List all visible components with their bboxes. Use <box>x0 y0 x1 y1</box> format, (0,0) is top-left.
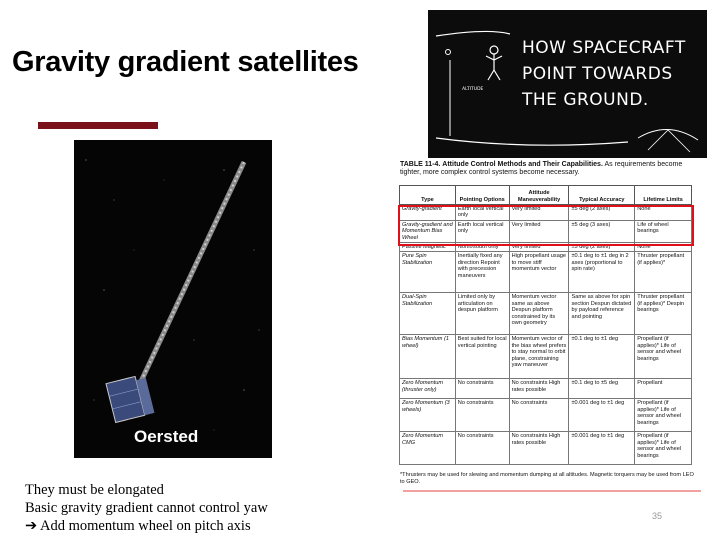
comic-line-1: HOW SPACECRAFT <box>522 38 686 58</box>
table-row: Zero Momentum CMG No constraints No cons… <box>399 431 692 466</box>
table-caption-rest: As requirements become tighter, more com… <box>400 161 683 176</box>
bullet-item: Basic gravity gradient cannot control ya… <box>25 500 268 516</box>
table-row: Passive Magnetic North/south only Very l… <box>399 242 692 253</box>
table-row: Pure Spin Stabilization Inertially fixed… <box>399 251 692 294</box>
table-cell: Zero Momentum (3 wheels) <box>399 398 456 433</box>
table-cell: Best suited for local vertical pointing <box>454 334 510 380</box>
table-cell: Zero Momentum CMG <box>399 431 456 466</box>
comic-drawing: ALTITUDE <box>435 30 699 153</box>
table-cell: No constraints <box>508 398 570 433</box>
bullet-list: They must be elongated Basic gravity gra… <box>25 481 268 535</box>
header-accuracy: Typical Accuracy <box>568 185 636 205</box>
table-cell: Propellant (if applies)* Life of sensor … <box>634 398 692 433</box>
table-cell: Earth local vertical only <box>454 219 510 244</box>
table-cell: ±0.001 deg to ±1 deg <box>568 431 636 466</box>
table-cell: No constraints <box>454 431 510 466</box>
comic-line-3: THE GROUND. <box>522 90 649 110</box>
table-cell: Momentum vector same as above Despun pla… <box>508 292 570 336</box>
table-cell: ±0.1 deg to ±5 deg <box>568 378 636 400</box>
xkcd-comic: ALTITUDE HOW SPACECRAFT POINT TOWARDS TH… <box>428 10 707 158</box>
table-cell: No constraints <box>454 378 510 400</box>
table-cell: Thruster propellant (if applies)* <box>634 251 692 294</box>
footer-divider <box>403 490 701 492</box>
table-footnote: *Thrusters may be used for slewing and m… <box>400 472 694 485</box>
table-row: Zero Momentum (thruster only) No constra… <box>399 378 692 400</box>
table-cell: ±0.001 deg to ±1 deg <box>568 398 636 433</box>
table-cell: Pure Spin Stabilization <box>399 251 456 294</box>
table-cell: Momentum vector of the bias wheel prefer… <box>508 334 570 380</box>
table-cell: Dual-Spin Stabilization <box>399 292 456 336</box>
table-cell: Limited only by articulation on despun p… <box>454 292 510 336</box>
header-type: Type <box>399 185 456 205</box>
table-cell: No constraints High rates possible <box>508 378 570 400</box>
satellite-illustration <box>85 159 260 431</box>
table-caption-bold: Attitude Control Methods and Their Capab… <box>442 161 603 168</box>
comic-altitude-label: ALTITUDE <box>462 86 484 92</box>
table-cell: High propellant usage to move stiff mome… <box>508 251 570 294</box>
table-row: Gravity-gradient Earth local vertical on… <box>399 204 692 221</box>
comic-line-2: POINT TOWARDS <box>522 64 673 84</box>
table-cell: ±0.1 deg to ±1 deg in 2 axes (proportion… <box>568 251 636 294</box>
header-lifetime: Lifetime Limits <box>634 185 692 205</box>
table-cell: No constraints High rates possible <box>508 431 570 466</box>
table-row: Bias Momentum (1 wheel) Best suited for … <box>399 334 692 380</box>
table-cell: Same as above for spin section Despun di… <box>568 292 636 336</box>
table-cell: Propellant (if applies)* Life of sensor … <box>634 431 692 466</box>
table-cell: Zero Momentum (thruster only) <box>399 378 456 400</box>
page-number: 35 <box>652 511 663 521</box>
table-cell: Propellant (if applies)* Life of sensor … <box>634 334 692 380</box>
attitude-control-table: Type Pointing Options Attitude Maneuvera… <box>399 185 692 466</box>
table-caption-label: TABLE 11-4. <box>400 161 441 168</box>
table-cell: Very limited <box>508 242 570 253</box>
satellite-caption: Oersted <box>134 427 199 446</box>
table-row: Zero Momentum (3 wheels) No constraints … <box>399 398 692 433</box>
table-cell: Propellant <box>634 378 692 400</box>
title-accent-bar <box>38 122 158 129</box>
table-cell: No constraints <box>454 398 510 433</box>
table-caption: TABLE 11-4. Attitude Control Methods and… <box>400 161 700 177</box>
table-cell: ±0.1 deg to ±1 deg <box>568 334 636 380</box>
header-maneuverability: Attitude Maneuverability <box>508 185 570 205</box>
table-row: Dual-Spin Stabilization Limited only by … <box>399 292 692 336</box>
table-cell: Thruster propellant (if applies)* Despin… <box>634 292 692 336</box>
table-cell: Inertially fixed any direction Repoint w… <box>454 251 510 294</box>
header-pointing: Pointing Options <box>454 185 510 205</box>
oersted-satellite-image: Oersted <box>74 140 272 458</box>
bullet-item: They must be elongated <box>25 482 164 498</box>
table-cell: Bias Momentum (1 wheel) <box>399 334 456 380</box>
table-header-row: Type Pointing Options Attitude Maneuvera… <box>399 185 692 205</box>
gravity-gradient-highlight-box <box>398 205 694 246</box>
bullet-item: ➔ Add momentum wheel on pitch axis <box>25 518 251 534</box>
slide-title: Gravity gradient satellites <box>12 46 359 78</box>
table-cell: None <box>634 242 692 253</box>
